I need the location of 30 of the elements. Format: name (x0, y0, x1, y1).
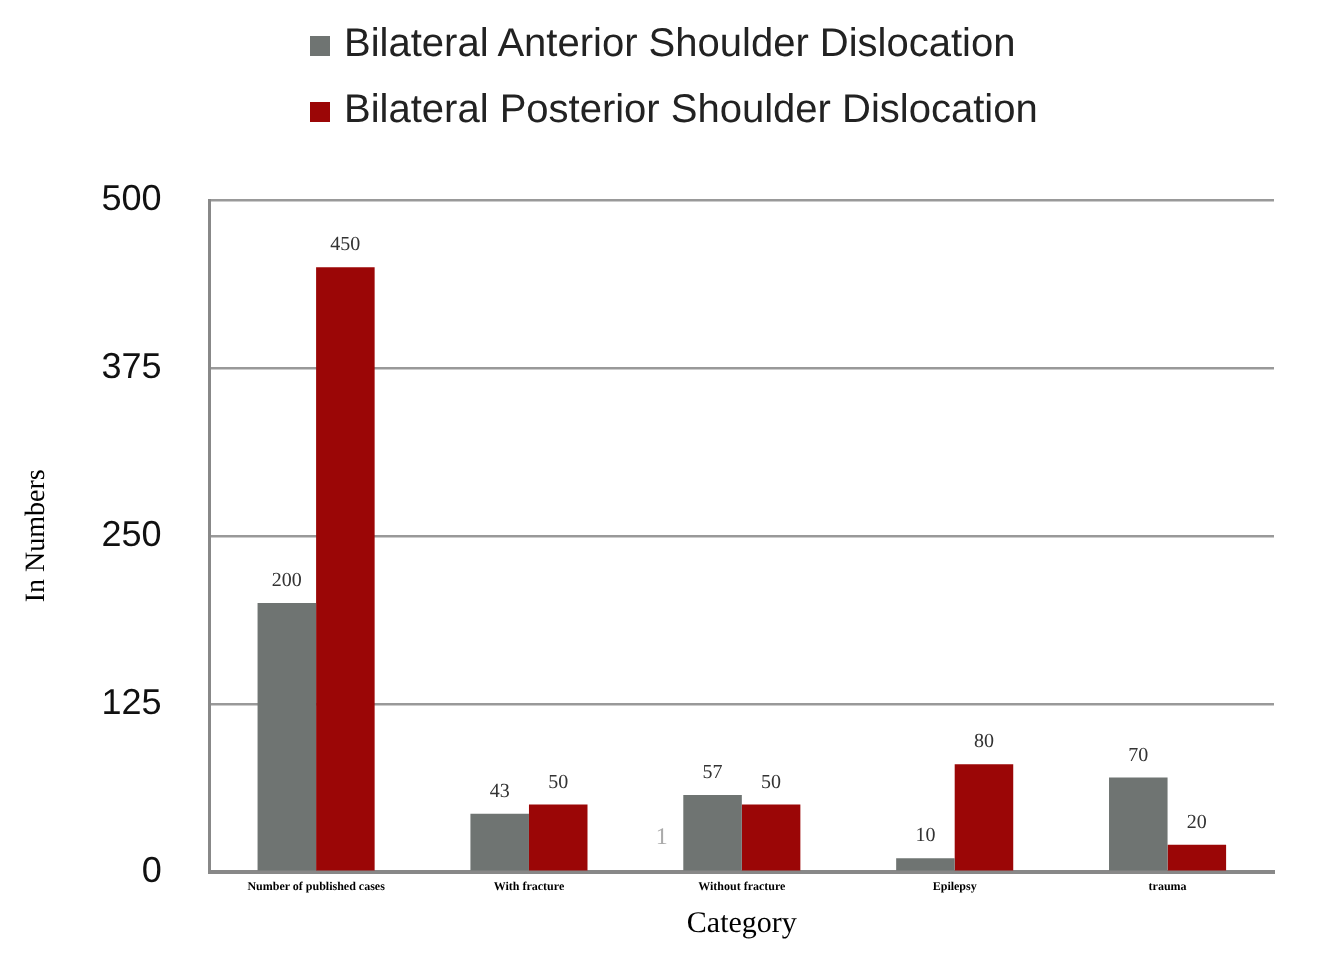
legend-label: Bilateral Anterior Shoulder Dislocation (344, 22, 1016, 68)
bar (316, 267, 375, 871)
data-label: 10 (915, 825, 936, 848)
data-label: 80 (973, 731, 994, 754)
data-label: 20 (1186, 811, 1207, 834)
data-label: 43 (489, 781, 510, 804)
data-label: 57 (702, 762, 723, 785)
x-axis-title: Category (686, 907, 798, 940)
y-tick-label: 375 (101, 345, 162, 386)
bar (528, 804, 588, 871)
data-label: 50 (761, 771, 782, 794)
y-tick-label: 250 (101, 513, 162, 554)
bar (896, 858, 955, 871)
legend-label: Bilateral Posterior Shoulder Dislocation (344, 88, 1038, 134)
y-axis-title: In Numbers (22, 469, 53, 603)
bar (954, 764, 1014, 871)
y-tick-label: 500 (101, 177, 162, 218)
y-tick-label: 125 (101, 681, 162, 722)
y-tick-label: 0 (141, 849, 162, 890)
data-label: 50 (548, 771, 569, 794)
bar (683, 795, 742, 871)
bar (741, 804, 801, 871)
data-label: 200 (271, 570, 302, 593)
bar (1167, 844, 1227, 871)
annotation: 1 (655, 821, 668, 850)
bar (1109, 777, 1168, 871)
data-label: 70 (1128, 744, 1149, 767)
data-label: 450 (330, 234, 361, 257)
bar (470, 813, 529, 871)
bar (257, 602, 317, 871)
